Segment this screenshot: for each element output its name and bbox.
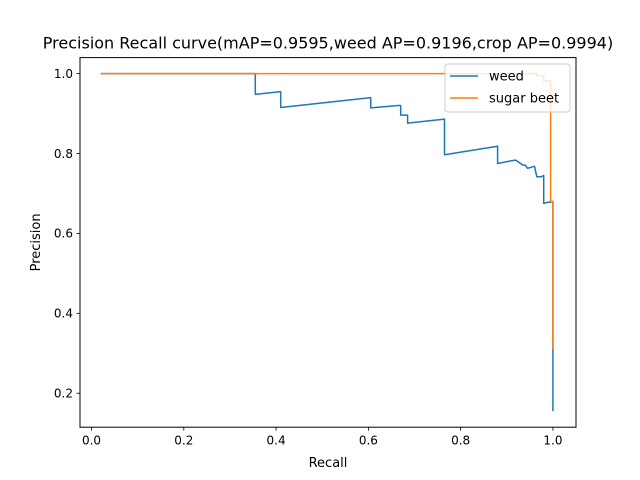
x-axis: 0.0 0.2 0.4 0.6 0.8 1.0 xyxy=(82,427,562,448)
y-tick-label: 1.0 xyxy=(54,67,73,81)
legend-label: weed xyxy=(489,70,524,85)
x-tick-label: 1.0 xyxy=(543,434,562,448)
series-line-sugar-beet xyxy=(100,72,554,350)
plot-lines xyxy=(100,72,554,412)
plot-frame xyxy=(79,57,577,428)
x-tick-label: 0.0 xyxy=(82,434,101,448)
x-tick-label: 0.2 xyxy=(174,434,193,448)
x-tick-label: 0.8 xyxy=(451,434,470,448)
y-axis-label: Precision xyxy=(29,213,44,271)
x-axis-label: Recall xyxy=(309,456,348,471)
legend: weed sugar beet xyxy=(444,63,571,113)
y-tick-label: 0.4 xyxy=(54,307,73,321)
y-tick-label: 0.6 xyxy=(54,227,73,241)
chart-title: Precision Recall curve(mAP=0.9595,weed A… xyxy=(43,34,613,53)
y-tick-label: 0.2 xyxy=(54,387,73,401)
y-tick-label: 0.8 xyxy=(54,147,73,161)
series-line-weed xyxy=(100,72,554,412)
x-tick-label: 0.6 xyxy=(359,434,378,448)
x-tick-label: 0.4 xyxy=(267,434,286,448)
legend-label: sugar beet xyxy=(489,92,559,107)
y-axis: 0.2 0.4 0.6 0.8 1.0 xyxy=(54,67,80,401)
